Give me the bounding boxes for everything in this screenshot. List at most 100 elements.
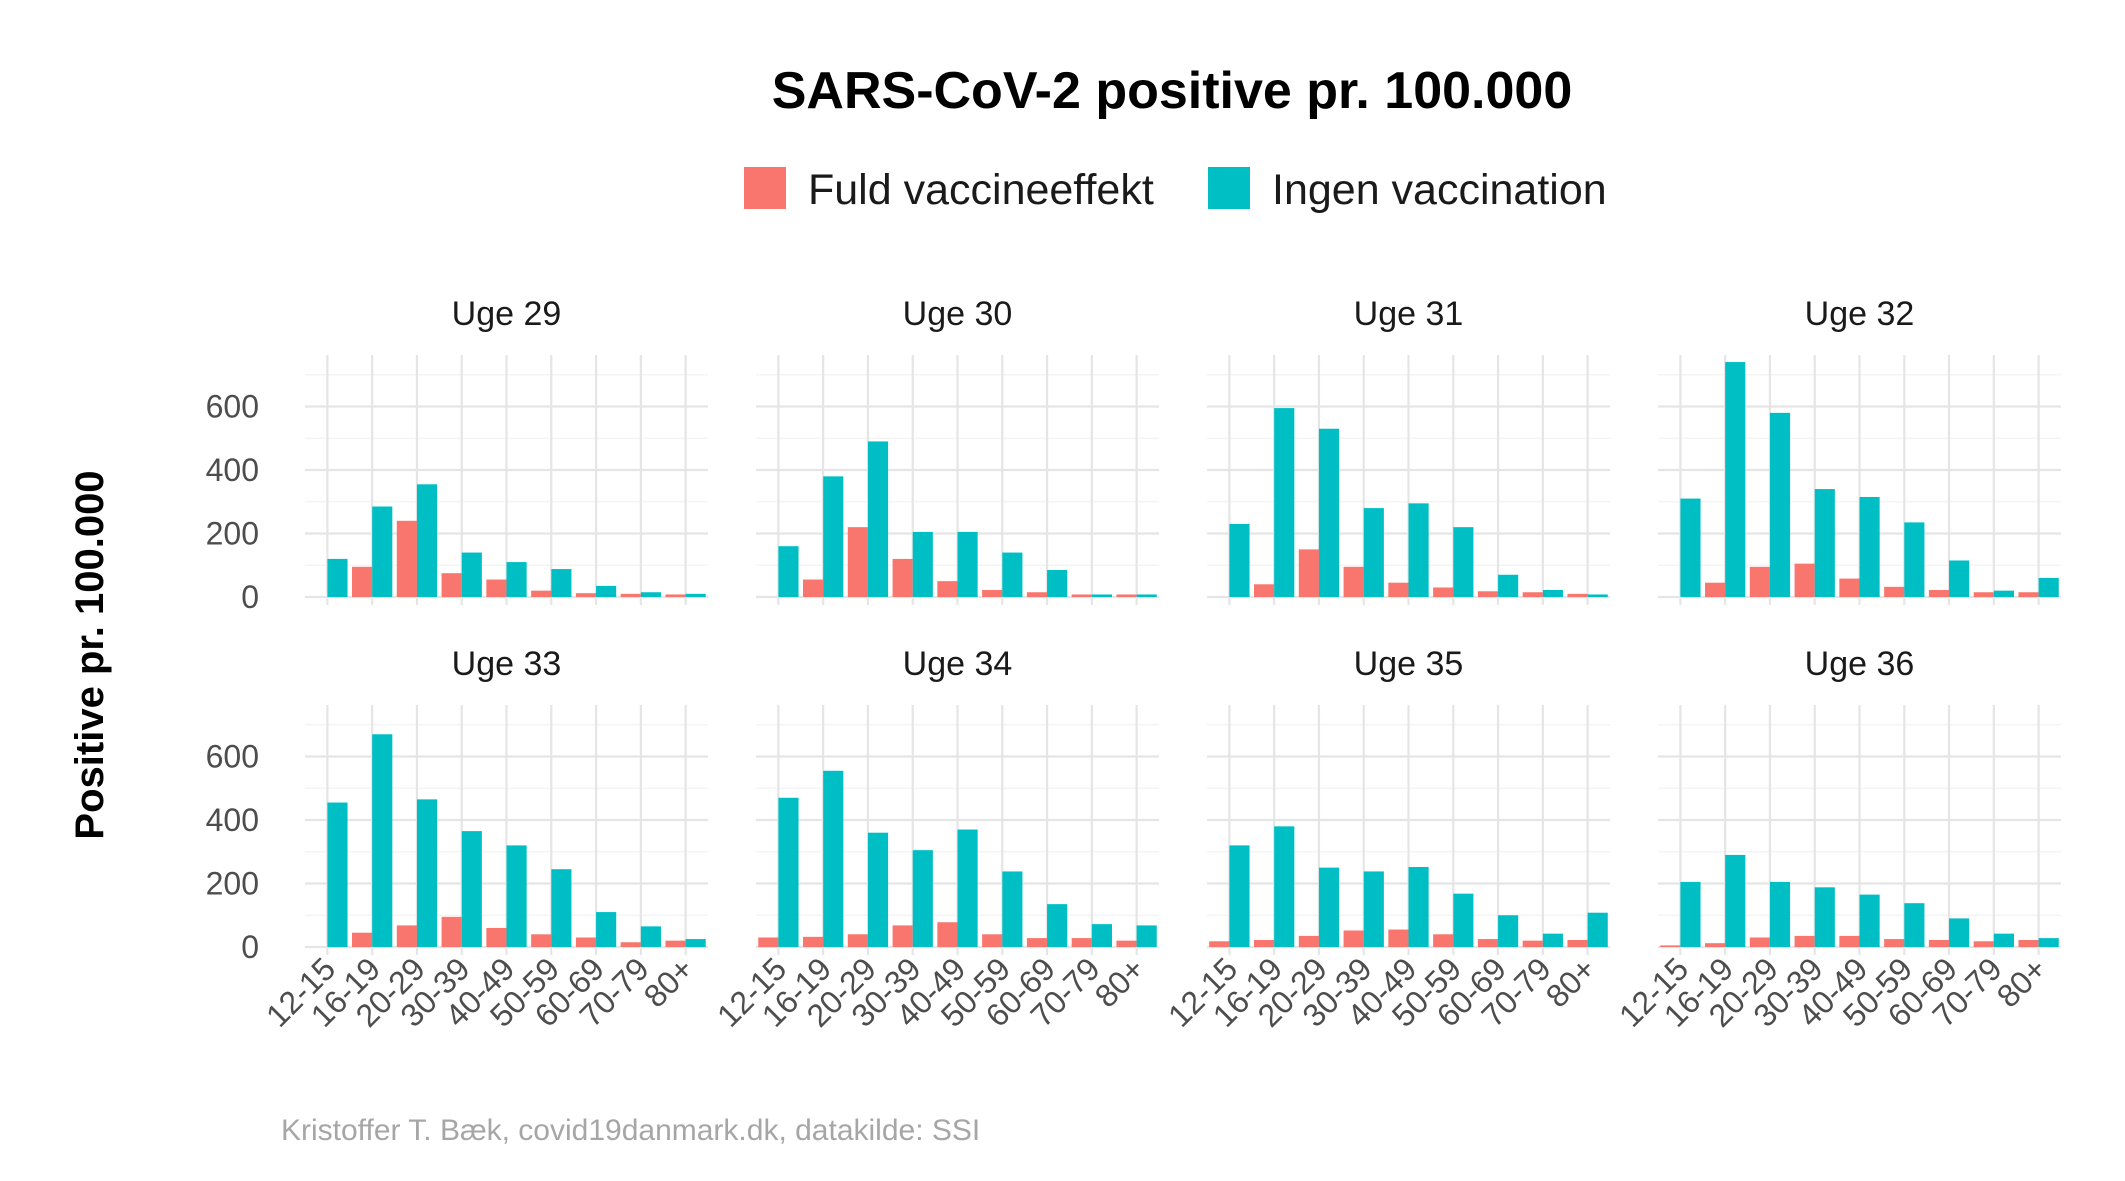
bar-ingen-vaccination-60-69 <box>1949 918 1970 947</box>
bar-ingen-vaccination-80 <box>2038 577 2059 597</box>
bar-fuld-vaccineeffekt-20-29 <box>1298 935 1319 947</box>
bar-ingen-vaccination-16-19 <box>1274 826 1295 947</box>
bar-ingen-vaccination-60-69 <box>1498 915 1519 947</box>
bar-ingen-vaccination-60-69 <box>596 912 617 947</box>
bar-fuld-vaccineeffekt-40-49 <box>937 581 958 598</box>
facet-strip-label: Uge 33 <box>452 645 562 683</box>
bar-fuld-vaccineeffekt-80 <box>1116 594 1137 597</box>
facet-panel-uge-35: Uge 3512-1516-1920-2930-3940-4950-5960-6… <box>1161 645 1610 1034</box>
bar-fuld-vaccineeffekt-80 <box>1567 593 1588 597</box>
bar-ingen-vaccination-30-39 <box>461 552 482 597</box>
y-tick-label: 600 <box>206 389 259 425</box>
bar-ingen-vaccination-16-19 <box>1725 854 1746 947</box>
facet-panel-uge-31: Uge 31 <box>1207 295 1610 605</box>
bar-fuld-vaccineeffekt-80 <box>1116 940 1137 947</box>
bar-fuld-vaccineeffekt-60-69 <box>1477 939 1499 947</box>
bar-ingen-vaccination-12-15 <box>1680 498 1701 597</box>
bar-fuld-vaccineeffekt-70-79 <box>1071 594 1092 597</box>
y-tick-label: 600 <box>206 739 259 775</box>
bar-ingen-vaccination-30-39 <box>912 531 933 597</box>
bar-ingen-vaccination-50-59 <box>1453 527 1474 597</box>
bar-fuld-vaccineeffekt-50-59 <box>982 934 1003 947</box>
bar-ingen-vaccination-80 <box>1136 594 1157 597</box>
bar-fuld-vaccineeffekt-40-49 <box>486 927 507 947</box>
bar-ingen-vaccination-40-49 <box>957 531 978 597</box>
bar-ingen-vaccination-70-79 <box>640 926 661 947</box>
bar-fuld-vaccineeffekt-70-79 <box>1071 938 1092 947</box>
bar-fuld-vaccineeffekt-16-19 <box>803 579 824 597</box>
bar-ingen-vaccination-80 <box>2038 938 2059 947</box>
bar-ingen-vaccination-70-79 <box>640 592 661 597</box>
bar-fuld-vaccineeffekt-50-59 <box>982 590 1003 597</box>
bar-ingen-vaccination-20-29 <box>1318 867 1340 948</box>
bar-fuld-vaccineeffekt-70-79 <box>1522 592 1543 597</box>
facet-panel-uge-32: Uge 32 <box>1658 295 2061 605</box>
bar-ingen-vaccination-70-79 <box>1091 924 1112 947</box>
bar-fuld-vaccineeffekt-20-29 <box>1749 566 1770 597</box>
facet-panel-uge-34: Uge 3412-1516-1920-2930-3940-4950-5960-6… <box>710 645 1159 1034</box>
bar-fuld-vaccineeffekt-80 <box>665 594 686 597</box>
legend-label-ingen-vaccination: Ingen vaccination <box>1272 166 1607 214</box>
bar-ingen-vaccination-16-19 <box>372 734 393 947</box>
bar-ingen-vaccination-80 <box>685 939 706 947</box>
bar-ingen-vaccination-16-19 <box>1274 408 1295 597</box>
facet-panels: Uge 29 0 200 400 600 Uge 30 Uge 31 Uge 32 Uge 33… <box>206 295 2061 1034</box>
bar-fuld-vaccineeffekt-30-39 <box>441 916 462 947</box>
bar-fuld-vaccineeffekt-16-19 <box>1254 584 1275 597</box>
bar-ingen-vaccination-12-15 <box>1229 845 1250 947</box>
bar-fuld-vaccineeffekt-80 <box>1567 940 1588 947</box>
bar-fuld-vaccineeffekt-12-15 <box>1209 941 1230 947</box>
facet-strip-label: Uge 34 <box>903 645 1013 683</box>
legend: Fuld vaccineeffekt Ingen vaccination <box>744 166 1607 214</box>
bar-ingen-vaccination-60-69 <box>1047 570 1068 597</box>
bar-ingen-vaccination-70-79 <box>1542 933 1563 947</box>
bar-fuld-vaccineeffekt-60-69 <box>1026 592 1048 597</box>
bar-fuld-vaccineeffekt-40-49 <box>1839 935 1860 947</box>
bar-ingen-vaccination-70-79 <box>1993 933 2014 947</box>
facet-panel-uge-36: Uge 3612-1516-1920-2930-3940-4950-5960-6… <box>1612 645 2061 1034</box>
bar-fuld-vaccineeffekt-20-29 <box>1298 549 1319 598</box>
x-tick-label: 80+ <box>637 950 701 1014</box>
facet-strip-label: Uge 35 <box>1354 645 1464 683</box>
legend-swatch-ingen-vaccination <box>1208 167 1250 209</box>
bar-ingen-vaccination-20-29 <box>416 484 438 597</box>
bar-fuld-vaccineeffekt-20-29 <box>396 925 417 947</box>
bar-ingen-vaccination-30-39 <box>1814 887 1835 947</box>
bar-ingen-vaccination-50-59 <box>1002 871 1023 947</box>
bar-ingen-vaccination-30-39 <box>1363 871 1384 947</box>
bar-fuld-vaccineeffekt-12-15 <box>758 937 779 948</box>
bar-ingen-vaccination-40-49 <box>957 829 978 947</box>
bar-fuld-vaccineeffekt-30-39 <box>1343 930 1364 947</box>
bar-fuld-vaccineeffekt-60-69 <box>575 937 597 948</box>
bar-ingen-vaccination-80 <box>685 593 706 597</box>
bar-fuld-vaccineeffekt-50-59 <box>1884 586 1905 597</box>
bar-ingen-vaccination-20-29 <box>867 832 889 947</box>
bar-ingen-vaccination-40-49 <box>506 562 527 597</box>
bar-ingen-vaccination-20-29 <box>1318 428 1340 598</box>
y-tick-label: 200 <box>206 866 259 902</box>
bar-fuld-vaccineeffekt-80 <box>2018 940 2039 947</box>
bar-fuld-vaccineeffekt-50-59 <box>1884 939 1905 947</box>
bar-fuld-vaccineeffekt-70-79 <box>620 593 641 597</box>
bar-ingen-vaccination-12-15 <box>778 546 799 597</box>
bar-fuld-vaccineeffekt-60-69 <box>1928 940 1950 947</box>
bar-ingen-vaccination-70-79 <box>1993 590 2014 597</box>
bar-ingen-vaccination-40-49 <box>1408 866 1429 947</box>
bar-ingen-vaccination-20-29 <box>1769 881 1791 947</box>
x-tick-label: 80+ <box>1539 950 1603 1014</box>
legend-swatch-fuld-vaccineeffekt <box>744 167 786 209</box>
bar-fuld-vaccineeffekt-60-69 <box>1026 938 1048 947</box>
bar-fuld-vaccineeffekt-50-59 <box>1433 587 1454 598</box>
bar-fuld-vaccineeffekt-30-39 <box>441 573 462 597</box>
bar-fuld-vaccineeffekt-30-39 <box>892 925 913 947</box>
bar-ingen-vaccination-40-49 <box>1859 894 1880 947</box>
y-axis-label: Positive pr. 100.000 <box>68 470 112 839</box>
bar-fuld-vaccineeffekt-16-19 <box>1705 943 1726 947</box>
bar-ingen-vaccination-12-15 <box>778 797 799 947</box>
y-tick-label: 200 <box>206 516 259 552</box>
bar-fuld-vaccineeffekt-30-39 <box>1794 563 1815 597</box>
y-tick-label: 400 <box>206 452 259 488</box>
bar-ingen-vaccination-16-19 <box>823 476 844 597</box>
legend-label-fuld-vaccineeffekt: Fuld vaccineeffekt <box>808 166 1154 214</box>
bar-ingen-vaccination-50-59 <box>551 569 572 597</box>
